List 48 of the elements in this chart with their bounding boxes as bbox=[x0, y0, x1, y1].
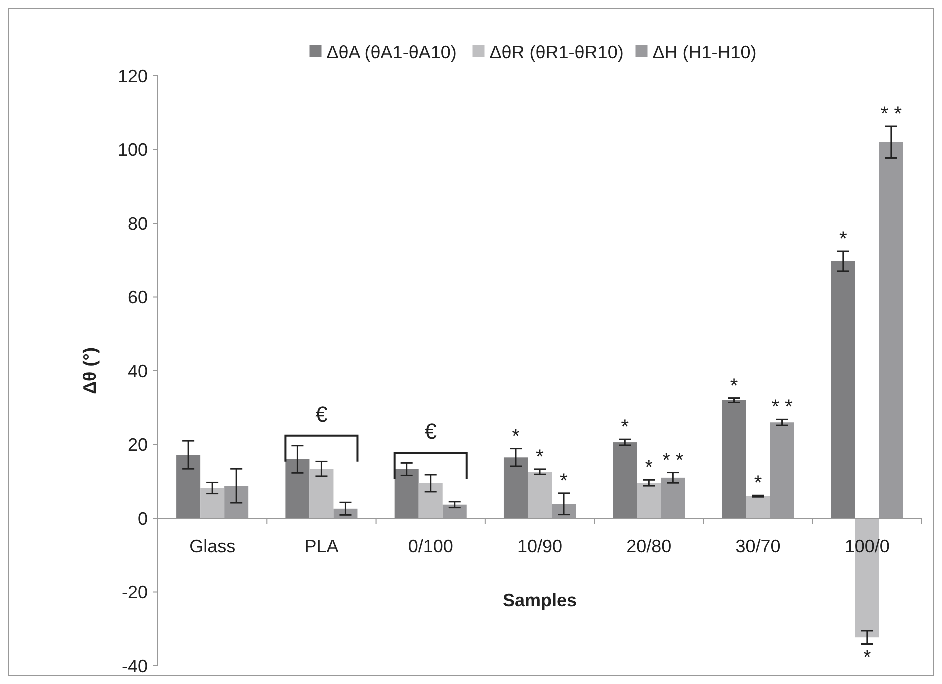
bar bbox=[176, 455, 201, 518]
data-label: * bbox=[536, 446, 544, 468]
data-label: * * bbox=[772, 396, 794, 419]
y-tick-label: 20 bbox=[128, 435, 148, 456]
x-tick-label: 10/90 bbox=[517, 536, 563, 556]
bar bbox=[286, 460, 310, 518]
annotation: € bbox=[424, 419, 437, 444]
bar bbox=[504, 458, 528, 518]
x-tick-label: 100/0 bbox=[844, 536, 890, 556]
legend-label: ΔH (H1-H10) bbox=[652, 42, 757, 62]
y-tick-label: 40 bbox=[128, 361, 148, 382]
x-tick-label: 30/70 bbox=[736, 536, 781, 556]
bar bbox=[310, 469, 334, 518]
data-label: * bbox=[754, 472, 762, 495]
data-label: * bbox=[560, 470, 568, 492]
bar bbox=[394, 469, 419, 518]
x-axis-title: Samples bbox=[502, 590, 578, 610]
data-label: * bbox=[645, 457, 654, 480]
bar bbox=[200, 488, 225, 518]
y-tick-label: -20 bbox=[122, 582, 148, 603]
bar bbox=[613, 442, 638, 518]
data-label: * bbox=[730, 375, 738, 398]
x-tick-label: PLA bbox=[304, 536, 339, 556]
y-tick-label: 80 bbox=[128, 214, 148, 234]
y-tick-label: -40 bbox=[122, 656, 148, 676]
bar bbox=[418, 483, 443, 518]
y-axis-title: Δθ (°) bbox=[80, 348, 100, 394]
bar bbox=[746, 496, 770, 518]
data-label: * bbox=[864, 647, 872, 670]
legend-label: ΔθA (θA1-θA10) bbox=[326, 42, 457, 62]
data-label: * bbox=[512, 426, 520, 448]
x-tick-label: 0/100 bbox=[408, 536, 454, 556]
bar bbox=[528, 472, 552, 518]
bar bbox=[637, 483, 662, 518]
data-label: * bbox=[840, 228, 848, 251]
y-tick-label: 0 bbox=[138, 508, 148, 529]
y-tick-label: 120 bbox=[118, 66, 148, 86]
bar bbox=[722, 400, 746, 518]
data-label: * bbox=[621, 416, 630, 439]
data-label: * * bbox=[880, 104, 902, 126]
x-tick-label: 20/80 bbox=[626, 536, 672, 556]
x-tick-label: Glass bbox=[190, 536, 236, 556]
y-tick-label: 100 bbox=[118, 140, 148, 160]
bar bbox=[831, 261, 856, 518]
data-label: * * bbox=[662, 450, 684, 472]
legend-label: ΔθR (θR1-θR10) bbox=[490, 42, 624, 62]
annotation: € bbox=[316, 402, 328, 427]
y-tick-label: 60 bbox=[128, 288, 148, 308]
